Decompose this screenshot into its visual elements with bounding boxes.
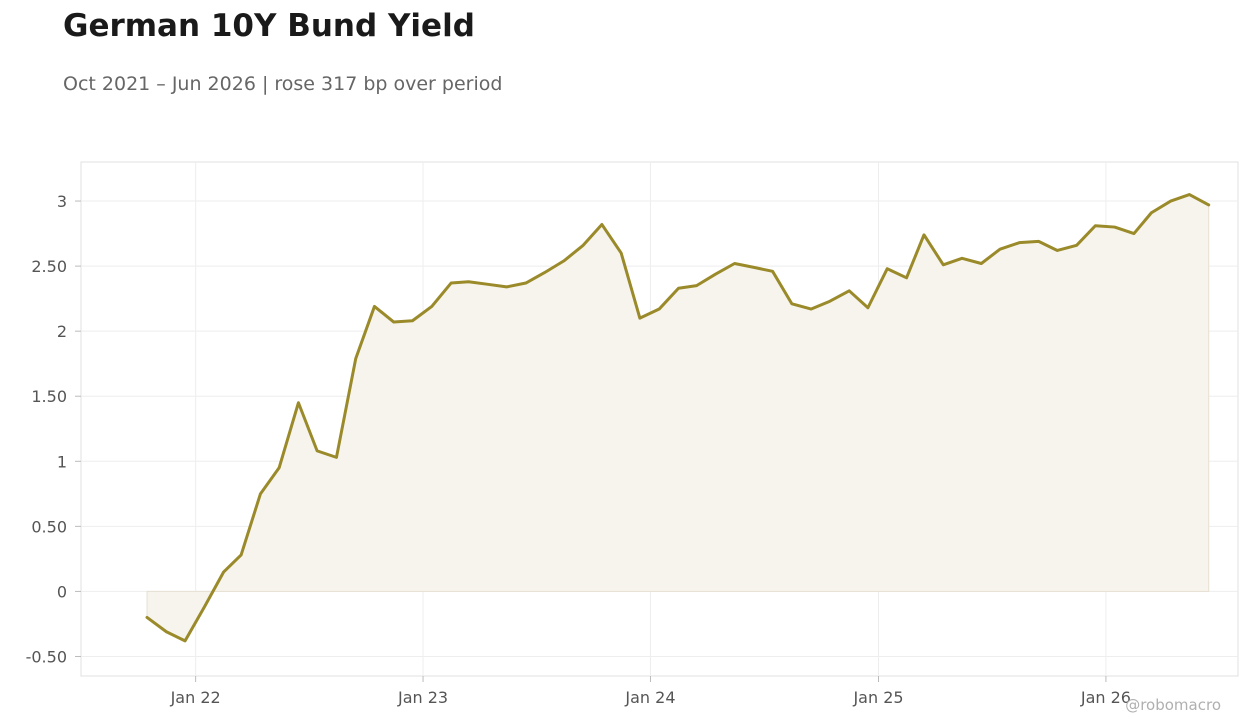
x-tick-label: Jan 24 — [624, 688, 675, 707]
plot-frame — [80, 161, 1239, 677]
series-line — [145, 193, 1211, 643]
x-tick-label: Jan 22 — [170, 688, 221, 707]
chart-title: German 10Y Bund Yield — [63, 8, 475, 44]
area-layer — [145, 193, 1211, 643]
y-tick-label: 0 — [57, 582, 67, 601]
y-tick-label: 1 — [57, 452, 67, 471]
y-tick-label: 1.50 — [31, 387, 67, 406]
x-tick-label: Jan 26 — [1080, 688, 1131, 707]
x-tick-label: Jan 23 — [397, 688, 448, 707]
y-tick-label: 3 — [57, 192, 67, 211]
watermark: @robomacro — [1125, 696, 1221, 714]
axis-ticks: -0.50 0 0.50 1 1.50 2 2.50 3 Jan 22 Jan 23 Jan 24 J… — [26, 192, 1131, 707]
series-area — [146, 193, 1210, 642]
y-tick-label: -0.50 — [26, 647, 67, 666]
chart-subtitle: Oct 2021 – Jun 2026 | rose 317 bp over p… — [63, 73, 503, 95]
x-tick-label: Jan 25 — [852, 688, 903, 707]
y-tick-label: 0.50 — [31, 517, 67, 536]
y-tick-label: 2 — [57, 322, 67, 341]
y-tick-label: 2.50 — [31, 257, 67, 276]
